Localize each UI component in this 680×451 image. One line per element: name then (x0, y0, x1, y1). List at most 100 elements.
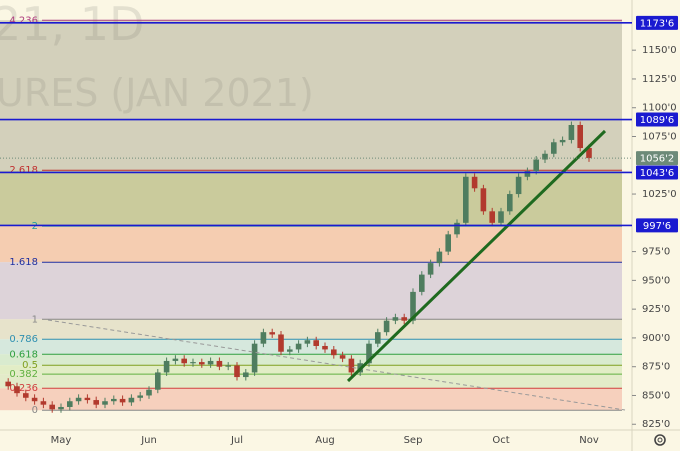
y-tick-label: 1100'0 (642, 103, 677, 114)
candle-body (93, 400, 99, 405)
watermark: URES (JAN 2021) (0, 71, 314, 115)
candle-body (146, 389, 152, 396)
candle-body (119, 398, 126, 403)
fib-label: 1 (32, 314, 38, 325)
x-tick-label: Nov (579, 435, 599, 446)
settings-icon[interactable] (654, 434, 666, 446)
candle-body (216, 360, 223, 367)
candle-body (31, 397, 38, 402)
candle-body (243, 372, 249, 378)
candle-body (181, 358, 187, 364)
candle-body (436, 251, 443, 264)
fib-bands (0, 20, 622, 411)
x-tick-label: Oct (492, 435, 509, 446)
y-tick-label: 850'0 (642, 390, 670, 401)
candle-body (163, 360, 170, 373)
price-label: 1043'6 (640, 168, 675, 179)
candle-body (445, 234, 451, 252)
fib-label: 0.236 (9, 383, 38, 394)
fib-label: 1.618 (9, 257, 38, 268)
candle-body (67, 401, 73, 407)
candle-body (427, 263, 434, 275)
fib-band (0, 262, 622, 320)
candle-body (278, 334, 284, 352)
candle-body (471, 176, 478, 189)
candle-body (383, 320, 390, 333)
fib-band (0, 365, 622, 375)
gear[interactable] (654, 434, 666, 446)
candle-body (111, 398, 117, 402)
last-price-box (636, 151, 678, 166)
candle-body (524, 171, 531, 177)
price-label-box (636, 15, 678, 30)
fib-label: 0.5 (22, 360, 38, 371)
candle-body (75, 397, 82, 402)
candle-body (559, 139, 566, 143)
candle-body (287, 349, 293, 352)
x-tick-label: Jul (230, 435, 243, 446)
candle-body (339, 355, 346, 359)
candle-body (507, 194, 513, 212)
candle-body (577, 124, 583, 149)
fib-band (0, 388, 622, 411)
y-tick-label: 1150'0 (642, 45, 677, 56)
candle-body (375, 332, 381, 344)
candle-body (331, 349, 337, 356)
candle-body (5, 381, 11, 387)
candle-body (199, 362, 205, 365)
candle-body (58, 406, 64, 410)
fib-label: 0.382 (9, 369, 38, 380)
fib-label: 4.236 (9, 15, 38, 26)
fib-band (0, 226, 622, 263)
candle-body (23, 393, 29, 398)
candle-body (269, 332, 275, 335)
y-tick-label: 825'0 (642, 419, 670, 430)
fib-band (0, 339, 622, 355)
candle-body (586, 148, 592, 159)
candle-body (401, 317, 407, 321)
candle-body (49, 404, 55, 410)
dashed-trendline (47, 319, 626, 411)
candle-body (463, 176, 469, 223)
fib-band (0, 170, 622, 227)
y-tick-label: 1075'0 (642, 132, 677, 143)
fib-label: 2 (32, 221, 38, 232)
candle-body (128, 397, 135, 403)
candle-body (489, 211, 495, 223)
price-label-box (636, 112, 678, 127)
x-tick-label: Sep (404, 435, 423, 446)
candle-body (322, 345, 328, 350)
candle-body (410, 291, 416, 321)
y-tick-label: 975'0 (642, 247, 670, 258)
last-price-label: 1056'2 (640, 154, 675, 165)
candle-body (14, 386, 20, 394)
candle-body (155, 372, 161, 390)
candle-body (40, 401, 47, 405)
candle-body (454, 222, 460, 235)
watermark: 21, 1D (0, 0, 144, 51)
candle-body (190, 362, 196, 364)
candle-body (542, 153, 548, 160)
candle-body (295, 343, 302, 350)
y-tick-label: 875'0 (642, 362, 670, 373)
fib-label: 0 (32, 405, 38, 416)
fib-label: 2.618 (9, 165, 38, 176)
candle-body (251, 343, 258, 373)
x-tick-label: Aug (315, 435, 335, 446)
candle-body (348, 358, 355, 373)
fib-band (0, 354, 622, 366)
y-tick-label: 900'0 (642, 333, 670, 344)
candle-body (551, 142, 557, 154)
candle-body (568, 124, 575, 140)
candle-body (533, 159, 539, 172)
price-label-box (636, 218, 678, 233)
fib-band (0, 374, 622, 389)
x-tick-label: May (51, 435, 72, 446)
fib-label: 0.618 (9, 349, 38, 360)
price-label: 1173'6 (640, 18, 675, 29)
price-label: 1089'6 (640, 115, 675, 126)
fib-label: 0.786 (9, 334, 38, 345)
candle-body (313, 340, 319, 346)
gear-center[interactable] (657, 437, 663, 443)
